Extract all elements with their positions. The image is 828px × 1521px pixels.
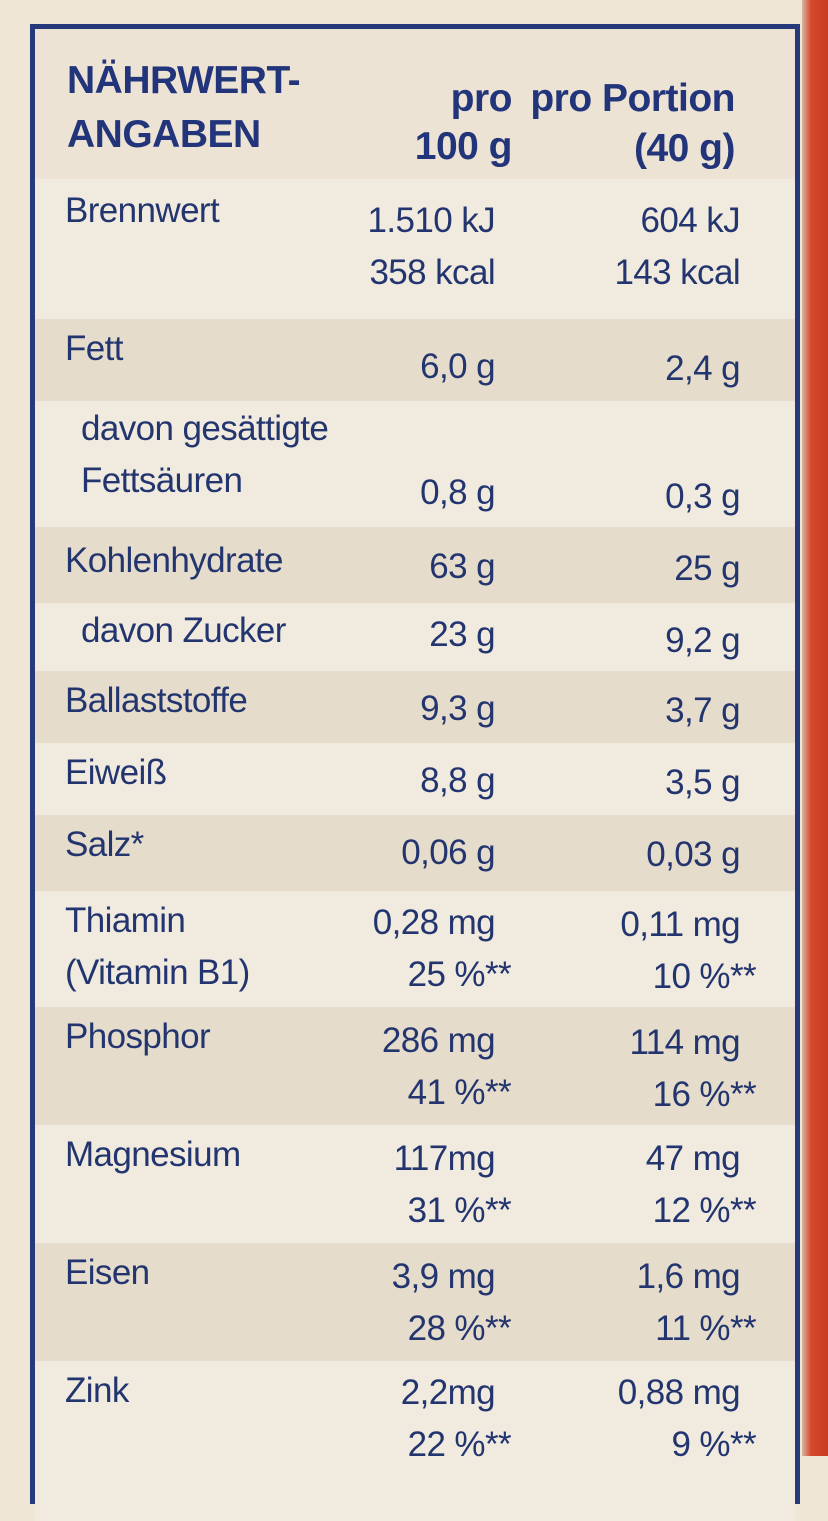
table-row: Magnesium 117mg 31 %** 47 mg 12 %** xyxy=(35,1125,795,1243)
table-header: NÄHRWERT- ANGABEN pro 100 g pro Portion … xyxy=(35,29,795,179)
value-line: 143 kcal xyxy=(614,253,740,292)
row-label: Ballaststoffe xyxy=(65,681,248,720)
label-line: davon gesättigte xyxy=(81,409,329,448)
table-row: Phosphor 286 mg 41 %** 114 mg 16 %** xyxy=(35,1007,795,1125)
row-value-100g: 23 g xyxy=(429,615,495,654)
table-row: Eisen 3,9 mg 28 %** 1,6 mg 11 %** xyxy=(35,1243,795,1361)
row-value-100g: 286 mg 41 %** xyxy=(381,1015,512,1119)
value-line: 1.510 kJ xyxy=(367,201,495,240)
row-value-portion: 0,03 g xyxy=(646,835,740,874)
row-value-portion: 2,4 g xyxy=(665,349,740,388)
row-value-100g: 6,0 g xyxy=(420,347,495,386)
value-percent: 12 %** xyxy=(652,1191,757,1230)
row-value-portion: 47 mg 12 %** xyxy=(645,1133,757,1237)
value-percent: 28 %** xyxy=(407,1309,512,1348)
value-line: 358 kcal xyxy=(369,253,495,292)
row-label: Zink xyxy=(65,1371,129,1410)
label-line: Thiamin xyxy=(65,901,186,940)
value-percent: 31 %** xyxy=(407,1191,512,1230)
row-value-portion: 9,2 g xyxy=(665,621,740,660)
row-label: Salz* xyxy=(65,825,144,864)
row-label: Phosphor xyxy=(65,1017,211,1056)
table-row: Kohlenhydrate 63 g 25 g xyxy=(35,527,795,603)
row-value-100g: 2,2mg 22 %** xyxy=(400,1367,512,1471)
table-row: Eiweiß 8,8 g 3,5 g xyxy=(35,743,795,815)
table-row: davon Zucker 23 g 9,2 g xyxy=(35,603,795,671)
value-percent: 22 %** xyxy=(407,1425,512,1464)
row-value-100g: 0,8 g xyxy=(420,473,495,512)
row-label: Eiweiß xyxy=(65,753,167,792)
table-row: Thiamin (Vitamin B1) 0,28 mg 25 %** 0,11… xyxy=(35,891,795,1007)
value-percent: 16 %** xyxy=(652,1075,757,1114)
header-col1-line2: 100 g xyxy=(414,125,513,168)
table-row: Ballaststoffe 9,3 g 3,7 g xyxy=(35,671,795,743)
row-value-100g: 63 g xyxy=(429,547,495,586)
row-value-portion: 604 kJ 143 kcal xyxy=(614,195,740,299)
row-value-100g: 0,28 mg 25 %** xyxy=(372,897,512,1001)
row-value-portion: 3,5 g xyxy=(665,763,740,802)
table-row: Zink 2,2mg 22 %** 0,88 mg 9 %** xyxy=(35,1361,795,1521)
value-percent: 9 %** xyxy=(671,1425,756,1464)
row-value-100g: 3,9 mg 28 %** xyxy=(391,1251,512,1355)
row-value-portion: 0,11 mg 10 %** xyxy=(620,899,756,1003)
package-red-edge xyxy=(802,0,828,1456)
row-label: Kohlenhydrate xyxy=(65,541,284,580)
label-line: Fettsäuren xyxy=(81,461,243,500)
row-label: Fett xyxy=(65,329,124,368)
row-value-portion: 3,7 g xyxy=(665,691,740,730)
header-title-line2: ANGABEN xyxy=(67,113,261,156)
row-label: Eisen xyxy=(65,1253,150,1292)
value-line: 47 mg xyxy=(645,1139,741,1178)
nutrition-table: NÄHRWERT- ANGABEN pro 100 g pro Portion … xyxy=(30,24,800,1521)
value-line: 286 mg xyxy=(381,1021,496,1060)
row-value-portion: 114 mg 16 %** xyxy=(629,1017,756,1121)
row-label: Thiamin (Vitamin B1) xyxy=(65,895,250,999)
value-line: 1,6 mg xyxy=(636,1257,741,1296)
row-value-portion: 1,6 mg 11 %** xyxy=(636,1251,757,1355)
row-label: Magnesium xyxy=(65,1135,241,1174)
value-percent: 41 %** xyxy=(407,1073,512,1112)
header-col2-line2: (40 g) xyxy=(633,127,736,170)
header-col2-line1: pro Portion xyxy=(530,77,735,120)
value-line: 2,2mg xyxy=(400,1373,496,1412)
row-label: davon gesättigte Fettsäuren xyxy=(81,403,329,507)
row-label: davon Zucker xyxy=(81,611,286,650)
row-value-100g: 1.510 kJ 358 kcal xyxy=(367,195,495,299)
row-value-portion: 0,88 mg 9 %** xyxy=(617,1367,757,1471)
value-percent: 25 %** xyxy=(407,955,512,994)
value-percent: 10 %** xyxy=(652,957,757,996)
row-value-100g: 9,3 g xyxy=(420,689,495,728)
row-value-100g: 0,06 g xyxy=(401,833,495,872)
header-col1-line1: pro xyxy=(450,77,513,120)
value-percent: 11 %** xyxy=(655,1309,756,1348)
value-line: 114 mg xyxy=(629,1023,740,1062)
value-line: 117mg xyxy=(393,1139,496,1178)
row-value-100g: 117mg 31 %** xyxy=(393,1133,512,1237)
table-row: Brennwert 1.510 kJ 358 kcal 604 kJ 143 k… xyxy=(35,179,795,319)
value-line: 3,9 mg xyxy=(391,1257,496,1296)
row-value-portion: 25 g xyxy=(674,549,740,588)
value-line: 0,11 mg xyxy=(620,905,740,944)
table-row: davon gesättigte Fettsäuren 0,8 g 0,3 g xyxy=(35,401,795,527)
row-value-portion: 0,3 g xyxy=(665,477,740,516)
row-value-100g: 8,8 g xyxy=(420,761,495,800)
value-line: 0,28 mg xyxy=(372,903,496,942)
table-row: Salz* 0,06 g 0,03 g xyxy=(35,815,795,891)
row-label: Brennwert xyxy=(65,191,220,230)
label-line: (Vitamin B1) xyxy=(65,953,250,992)
value-line: 604 kJ xyxy=(640,201,740,240)
value-line: 0,88 mg xyxy=(617,1373,741,1412)
header-title-line1: NÄHRWERT- xyxy=(67,59,301,102)
table-row: Fett 6,0 g 2,4 g xyxy=(35,319,795,401)
